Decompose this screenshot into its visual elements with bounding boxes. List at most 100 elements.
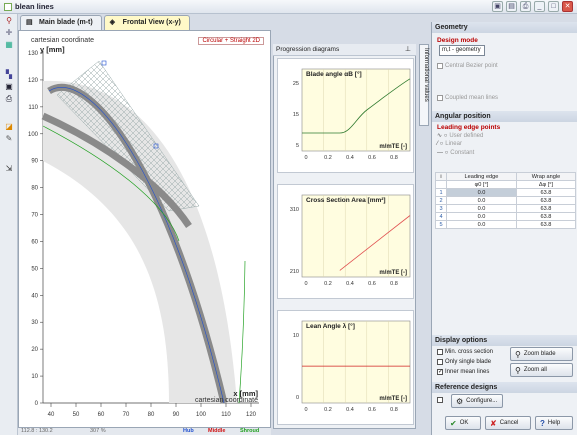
tab-main-blade[interactable]: ▤ Main blade (m-t) <box>20 15 102 30</box>
x-tick-label: 0.4 <box>346 281 354 287</box>
tab-frontal-view[interactable]: ◈ Frontal View (x-y) <box>103 15 190 30</box>
check-icon: ✔ <box>450 418 457 428</box>
diagram-lean-angle[interactable]: Lean Angle λ [°] 10 0 0 0.2 0.4 0.6 0.8 m/mTE [-… <box>277 310 414 425</box>
pin-icon[interactable]: ▣ <box>492 1 503 12</box>
minimize-icon[interactable]: _ <box>534 1 545 12</box>
y-tick-label: 310 <box>290 207 299 213</box>
frontal-view-plot[interactable]: 130 120 110 100 90 80 70 60 50 40 30 20 10 0 40 50 60 70… <box>18 30 271 428</box>
magnifier-icon: ⚲ <box>515 349 521 359</box>
table-row[interactable]: 2 0.0 63.8 <box>435 196 577 205</box>
diagram-canvas: Blade angle αB [°] 25 15 50 0.2 0.4 0.6 0.8 m/mT… <box>293 68 411 161</box>
min-cross-section-checkbox[interactable]: Min. cross section <box>437 349 493 355</box>
zoom-icon[interactable]: ⚲ <box>6 16 12 25</box>
table-row[interactable]: 1 0.0 63.8 <box>435 188 577 197</box>
ok-button[interactable]: ✔ OK <box>445 416 481 430</box>
radio-user-defined[interactable]: ∿ ○ User defined <box>437 133 484 139</box>
angle-table: i Leading edge Wrap angle φ0 [°] Δφ [°] … <box>435 172 577 229</box>
x-tick-label: 0.2 <box>324 155 332 161</box>
pin-icon[interactable]: ⊥ <box>404 46 411 53</box>
y-tick-label: 120 <box>28 78 39 84</box>
informational-values-tab[interactable]: Informational values <box>419 44 429 126</box>
table-row[interactable]: 4 0.0 63.8 <box>435 212 577 221</box>
x-tick-label: 60 <box>98 412 105 418</box>
y-tick-label: 100 <box>28 132 39 138</box>
window-controls: ▣ ▤ ⎙ _ □ ✕ <box>492 1 573 12</box>
status-coords: 112.8 : 130.2 <box>21 428 53 434</box>
y-tick-label: 70 <box>31 213 38 219</box>
design-mode-label: Design mode <box>437 37 478 44</box>
legend-hub: Hub <box>183 428 194 434</box>
plot-icon[interactable]: ▚ <box>5 70 13 79</box>
y-tick-label: 210 <box>290 269 299 275</box>
x-tick-label: 0.2 <box>324 407 332 413</box>
x-tick-label: 0.4 <box>346 407 354 413</box>
x-tick-label: 110 <box>221 412 231 418</box>
angular-position-header: Angular position <box>432 111 577 122</box>
only-single-blade-checkbox[interactable]: Only single blade <box>437 359 491 365</box>
reference-checkbox[interactable] <box>437 397 443 403</box>
display-options-header: Display options <box>432 335 577 346</box>
save-icon[interactable]: ▣ <box>5 82 13 91</box>
x-axis-label: m/mTE [-] <box>379 144 407 150</box>
radio-constant[interactable]: — ○ Constant <box>437 150 475 156</box>
view-tabs: ▤ Main blade (m-t) ◈ Frontal View (x-y) <box>18 14 268 30</box>
x-tick-label: 0.6 <box>368 281 376 287</box>
diagram-title: Blade angle αB [°] <box>306 70 362 78</box>
configure-icon: ⚙ <box>456 396 464 406</box>
legend-middle: Middle <box>208 428 226 434</box>
radio-linear[interactable]: ⁄ ○ Linear <box>437 141 462 147</box>
zoom-blade-button[interactable]: ⚲ Zoom blade <box>510 347 573 361</box>
coupled-mean-checkbox[interactable]: Coupled mean lines <box>437 95 498 101</box>
table-row[interactable]: 5 0.0 63.8 <box>435 220 577 229</box>
print-icon[interactable]: ⎙ <box>520 1 531 12</box>
zoom-all-button[interactable]: ⚲ Zoom all <box>510 363 573 377</box>
central-bezier-checkbox[interactable]: Central Bezier point <box>437 63 498 69</box>
x-tick-label: 0.8 <box>390 281 398 287</box>
leading-edge-label: Leading edge points <box>437 124 501 131</box>
y-tick-label: 0 <box>35 401 39 407</box>
y-tick-label: 10 <box>293 333 299 339</box>
configure-button[interactable]: ⚙ Configure... <box>451 394 503 408</box>
cancel-button[interactable]: ✘ Cancel <box>485 416 531 430</box>
design-mode-select[interactable]: m,t - geometry <box>439 45 485 56</box>
x-tick-label: 0.8 <box>390 407 398 413</box>
y-tick-label: 0 <box>296 395 299 401</box>
x-tick-label: 0.6 <box>368 407 376 413</box>
diagram-blade-angle[interactable]: Blade angle αB [°] 25 15 5 0 0.2 0.4 0.6 0.8 m/mT… <box>277 58 414 173</box>
help-icon: ? <box>540 418 545 428</box>
x-tick-label: 40 <box>48 412 55 418</box>
tab-label: Main blade (m-t) <box>39 19 93 26</box>
diagram-canvas: Lean Angle λ [°] 10 00 0.2 0.4 0.6 0.8 m/mTE [-… <box>293 320 411 413</box>
diagram-title: Cross Section Area [mm²] <box>306 197 386 204</box>
x-tick-label: 0 <box>304 281 307 287</box>
export-icon[interactable]: ⇲ <box>5 164 13 173</box>
series-line <box>302 78 411 134</box>
y-tick-label: 5 <box>296 143 299 149</box>
print-icon[interactable]: ⎙ <box>5 94 13 103</box>
pen-icon[interactable]: ✎ <box>5 134 13 143</box>
coordinate-label-top: cartesian coordinate <box>31 37 95 44</box>
inner-mean-lines-checkbox[interactable]: ✓ Inner mean lines <box>437 369 490 375</box>
geometry-header: Geometry <box>432 22 577 33</box>
save-icon[interactable]: ▤ <box>506 1 517 12</box>
tab-label: Frontal View (x-y) <box>122 19 181 26</box>
y-tick-label: 25 <box>293 81 299 87</box>
color-icon[interactable]: ◪ <box>5 122 13 131</box>
grid-icon[interactable]: ▦ <box>5 40 13 49</box>
close-icon[interactable]: ✕ <box>562 1 573 12</box>
x-tick-label: 0 <box>304 407 307 413</box>
col-leading-edge: Leading edge <box>446 172 517 181</box>
y-tick-label: 90 <box>31 159 38 165</box>
maximize-icon[interactable]: □ <box>548 1 559 12</box>
y-tick-label: 60 <box>31 239 38 245</box>
help-button[interactable]: ? Help <box>535 416 573 430</box>
y-tick-label: 80 <box>31 186 38 192</box>
series-line <box>339 215 411 271</box>
table-row[interactable]: 3 0.0 63.8 <box>435 204 577 213</box>
frontal-icon: ◈ <box>109 19 116 26</box>
blade-icon: ▤ <box>26 19 33 26</box>
y-tick-label: 30 <box>31 320 38 326</box>
move-icon[interactable]: ✛ <box>5 28 13 37</box>
